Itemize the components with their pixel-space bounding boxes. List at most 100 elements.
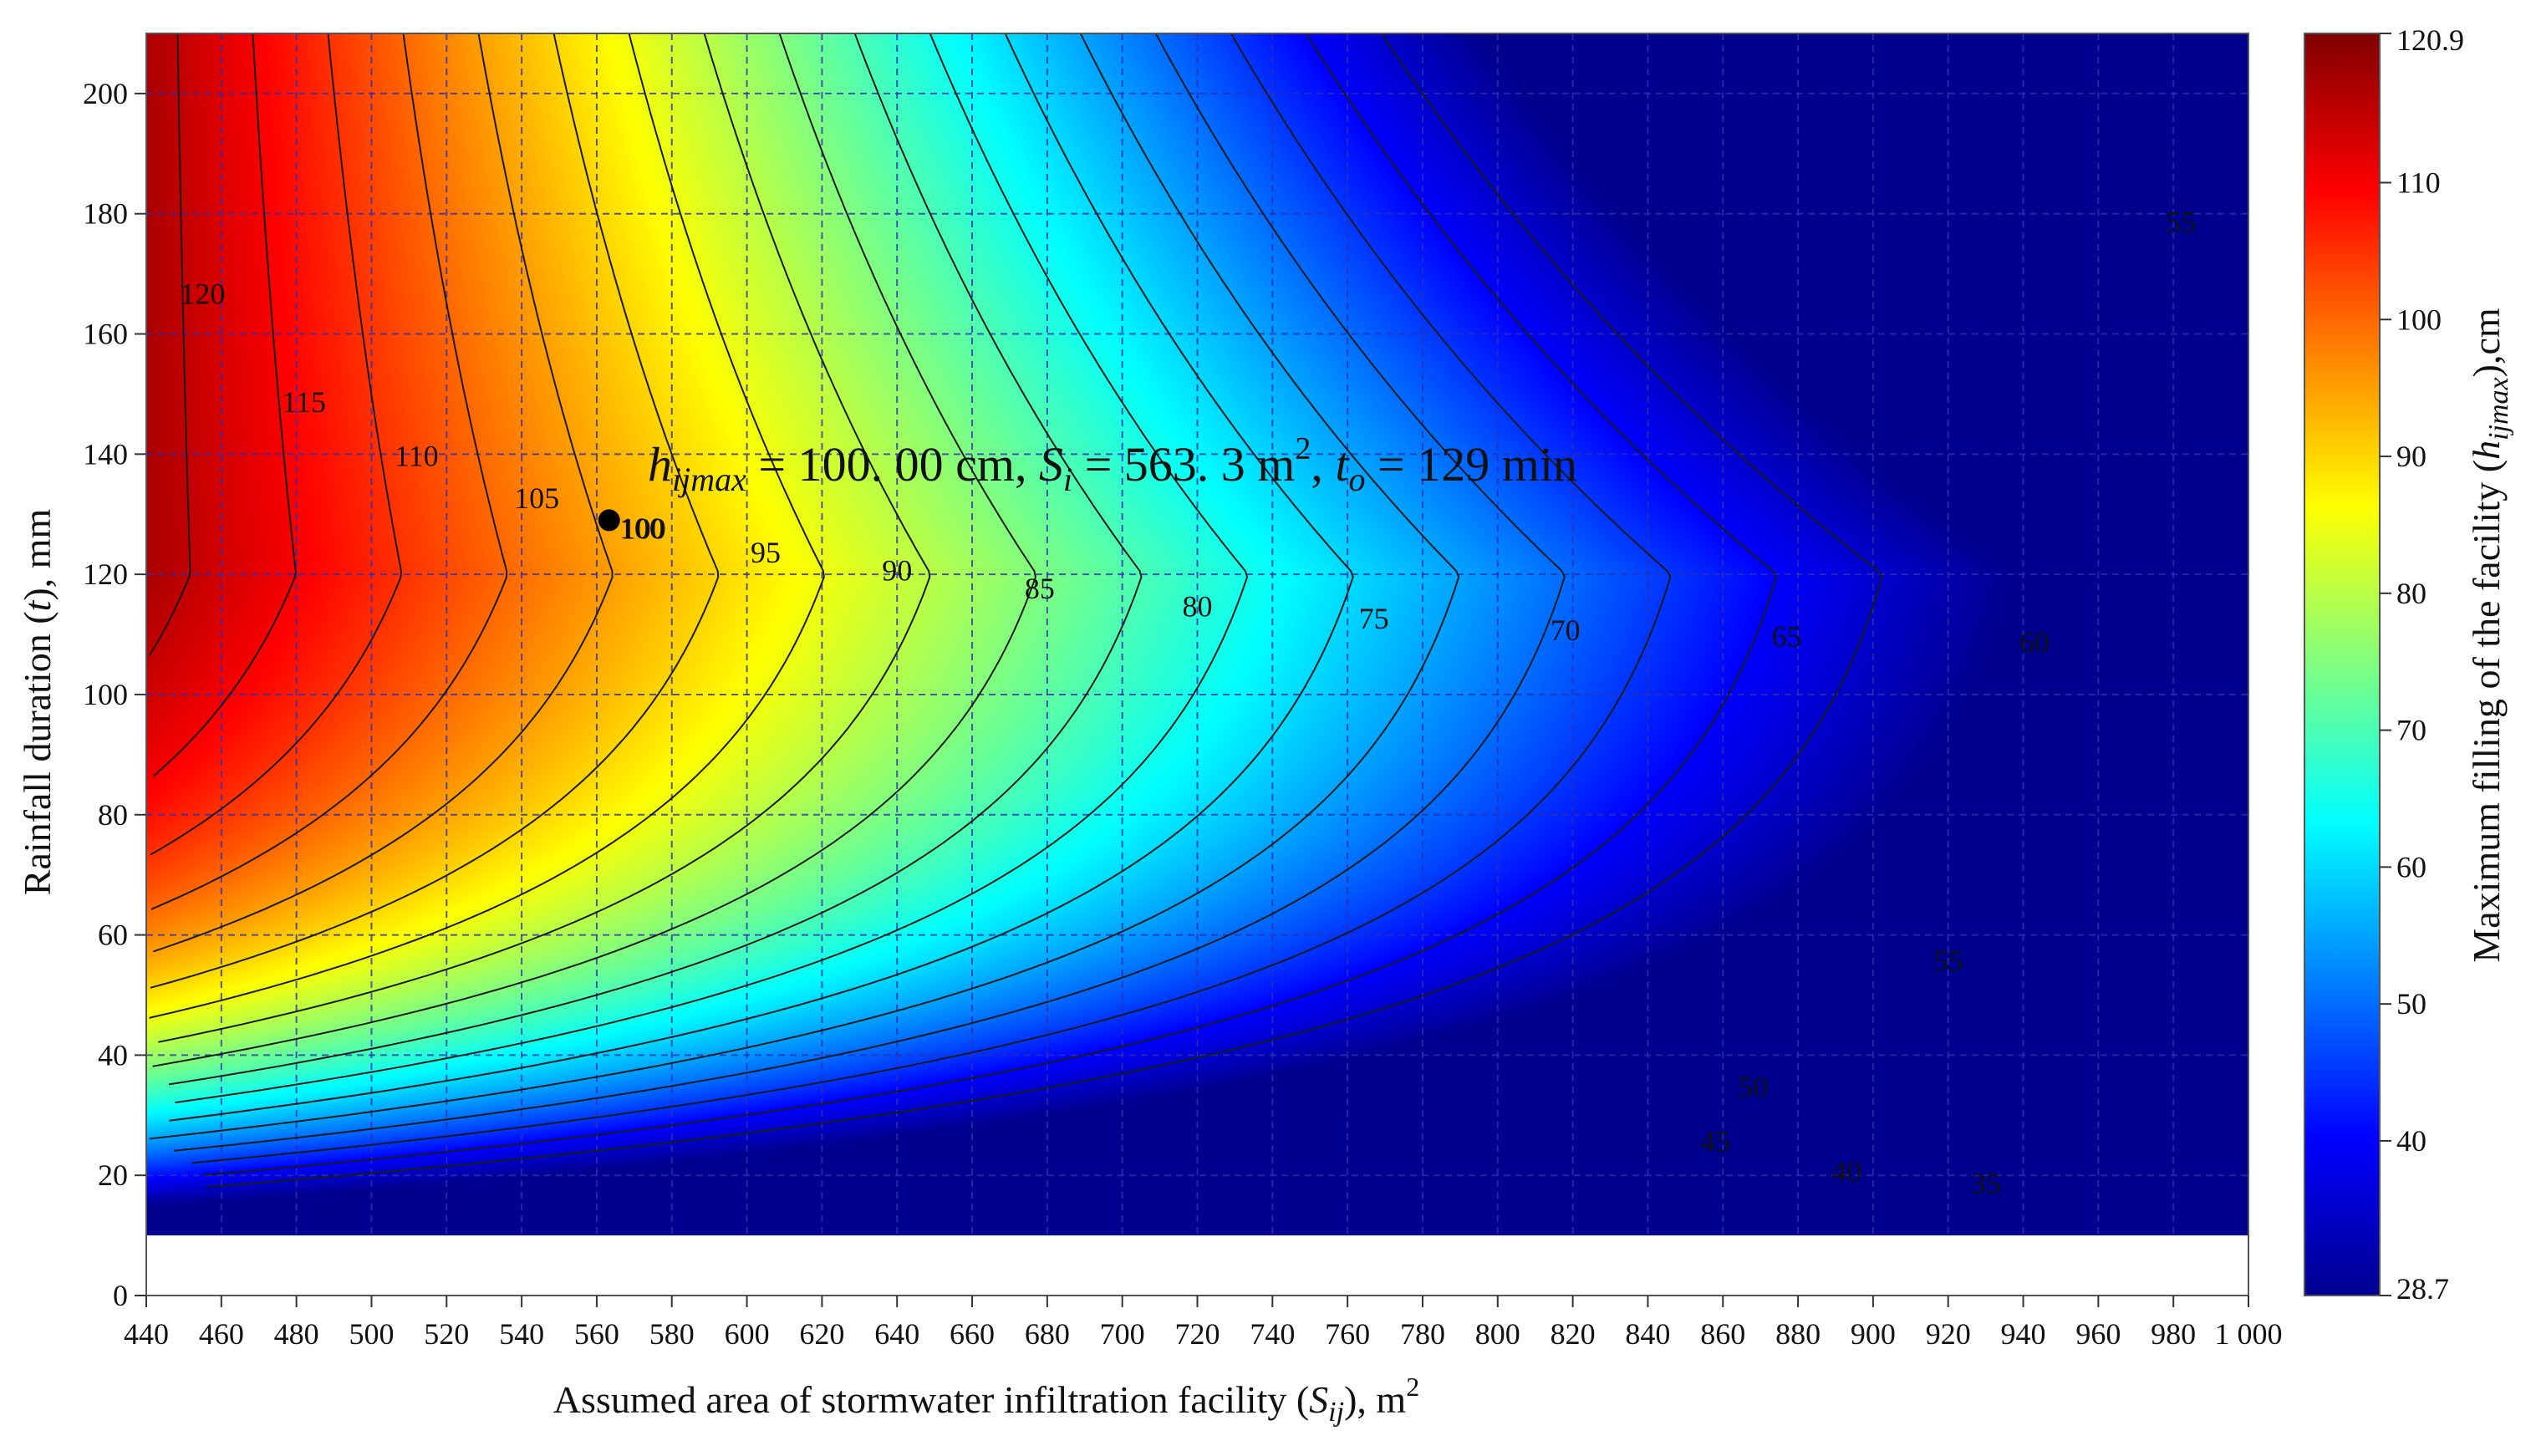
- contour-line-95: [153, 33, 614, 953]
- y-tick-label: 0: [113, 1279, 128, 1312]
- y-tick-label: 140: [83, 437, 128, 471]
- contour-label-85: 85: [1025, 572, 1055, 605]
- contour-line-115: [148, 33, 191, 656]
- colorbar-tick-label: 50: [2396, 987, 2427, 1021]
- x-tick-label: 800: [1475, 1317, 1520, 1351]
- y-tick-label: 100: [83, 678, 128, 711]
- contour-label-75: 75: [1359, 602, 1389, 635]
- x-tick-label: 500: [349, 1317, 394, 1351]
- contour-label-100: 100: [619, 512, 665, 545]
- colorbar-gradient: [2304, 33, 2381, 1296]
- colorbar-tick-label: 60: [2396, 850, 2427, 883]
- colorbar-end-label: 28.7: [2396, 1272, 2449, 1306]
- contour-line-55: [149, 33, 1460, 1140]
- contour-label-55: 55: [2166, 205, 2196, 238]
- x-tick-label: 980: [2151, 1317, 2196, 1351]
- contour-label-95: 95: [751, 536, 781, 569]
- contour-label-45: 45: [1700, 1124, 1730, 1158]
- contour-label-55: 55: [1933, 944, 1963, 978]
- contour-label-35: 35: [1971, 1167, 2001, 1200]
- x-tick-label: 920: [1926, 1317, 1971, 1351]
- y-axis-title: Rainfall duration (t), mm: [16, 509, 59, 896]
- contour-label-115: 115: [282, 385, 326, 419]
- x-tick-label: 740: [1250, 1317, 1295, 1351]
- y-tick-label: 120: [83, 557, 128, 591]
- colorbar-tick-label: 110: [2396, 166, 2441, 200]
- contour-line-40: [202, 33, 1778, 1176]
- colorbar-tick-label: 80: [2396, 577, 2427, 610]
- x-tick-label: 820: [1551, 1317, 1596, 1351]
- contour-line-45: [191, 33, 1672, 1164]
- colorbar-tick-label: 90: [2396, 440, 2427, 473]
- y-tick-label: 200: [83, 77, 128, 110]
- x-tick-label: 440: [124, 1317, 169, 1351]
- contour-label-120: 120: [180, 277, 225, 311]
- contour-line-70: [168, 33, 1143, 1086]
- contour-line-90: [150, 33, 720, 989]
- x-tick-label: 660: [950, 1317, 995, 1351]
- contour-label-80: 80: [1183, 589, 1213, 623]
- x-tick-label: 780: [1400, 1317, 1445, 1351]
- contour-label-105: 105: [514, 481, 559, 515]
- x-tick-label: 620: [799, 1317, 844, 1351]
- contour-label-50: 50: [1738, 1071, 1768, 1104]
- colorbar-title: Maximum filling of the facility (hijmax)…: [2465, 308, 2514, 963]
- y-tick-label: 80: [98, 798, 128, 832]
- contour-label-40: 40: [1831, 1154, 1861, 1188]
- x-tick-label: 700: [1100, 1317, 1145, 1351]
- x-tick-label: 840: [1625, 1317, 1670, 1351]
- highlight-point-layer: 100: [598, 509, 666, 545]
- contour-line-100: [150, 33, 508, 910]
- contour-label-90: 90: [882, 553, 912, 587]
- x-tick-label: 720: [1175, 1317, 1220, 1351]
- contour-line-105: [150, 33, 403, 856]
- x-tick-label: 540: [499, 1317, 544, 1351]
- colorbar-tick-label: 100: [2396, 303, 2442, 336]
- colorbar-tick-label: 70: [2396, 714, 2427, 747]
- x-tick-label: 600: [725, 1317, 770, 1351]
- x-tick-label: 900: [1851, 1317, 1896, 1351]
- x-tick-label: 680: [1025, 1317, 1070, 1351]
- optimum-annotation: hijmax = 100. 00 cm, Si = 563. 3 m2, to …: [648, 431, 1577, 498]
- x-tick-label: 880: [1775, 1317, 1821, 1351]
- x-tick-label: 460: [199, 1317, 244, 1351]
- x-tick-label: 860: [1700, 1317, 1745, 1351]
- contour-label-110: 110: [395, 440, 439, 473]
- x-tick-label: 760: [1325, 1317, 1370, 1351]
- x-tick-label: 560: [574, 1317, 619, 1351]
- y-tick-label: 60: [98, 919, 128, 952]
- x-tick-label: 1 000: [2215, 1317, 2283, 1351]
- contour-label-65: 65: [1772, 619, 1802, 653]
- y-tick-label: 40: [98, 1038, 128, 1072]
- contour-line-75: [152, 33, 1036, 1067]
- x-axis: 440 460 480 500 520 540 560 580 600 620 640 660 680 7…: [124, 1296, 2283, 1351]
- contour-line-80: [158, 33, 931, 1043]
- y-tick-label: 20: [98, 1158, 128, 1192]
- x-tick-label: 480: [274, 1317, 319, 1351]
- optimum-point: [598, 509, 620, 532]
- contour-line-50: [173, 33, 1566, 1152]
- contour-line-60: [169, 33, 1354, 1122]
- contour-label-60: 60: [2019, 626, 2050, 659]
- y-tick-label: 160: [83, 318, 128, 351]
- optimum-point-label: 100: [621, 512, 666, 545]
- contour-label-70: 70: [1551, 613, 1581, 647]
- colorbar-ticks: 40 50 60 70 80 90 100 110 28.7 120.9: [2380, 23, 2464, 1306]
- colorbar-end-label: 120.9: [2396, 23, 2464, 57]
- x-axis-title: Assumed area of stormwater infiltration …: [553, 1372, 1419, 1428]
- contour-line-35: [206, 33, 1883, 1189]
- contour-line-65: [175, 33, 1249, 1104]
- x-tick-label: 520: [424, 1317, 469, 1351]
- x-tick-label: 960: [2075, 1317, 2121, 1351]
- y-axis: 0 20 40 60 80 100 120 140 160 180 200: [83, 77, 146, 1312]
- colorbar: 40 50 60 70 80 90 100 110 28.7 120.9 Maximum fill…: [2304, 23, 2514, 1306]
- x-tick-label: 940: [2001, 1317, 2046, 1351]
- contour-lines: [148, 33, 1883, 1189]
- contour-line-110: [152, 33, 297, 777]
- contour-line-85: [149, 33, 825, 1019]
- y-tick-label: 180: [83, 197, 128, 231]
- x-tick-label: 640: [874, 1317, 919, 1351]
